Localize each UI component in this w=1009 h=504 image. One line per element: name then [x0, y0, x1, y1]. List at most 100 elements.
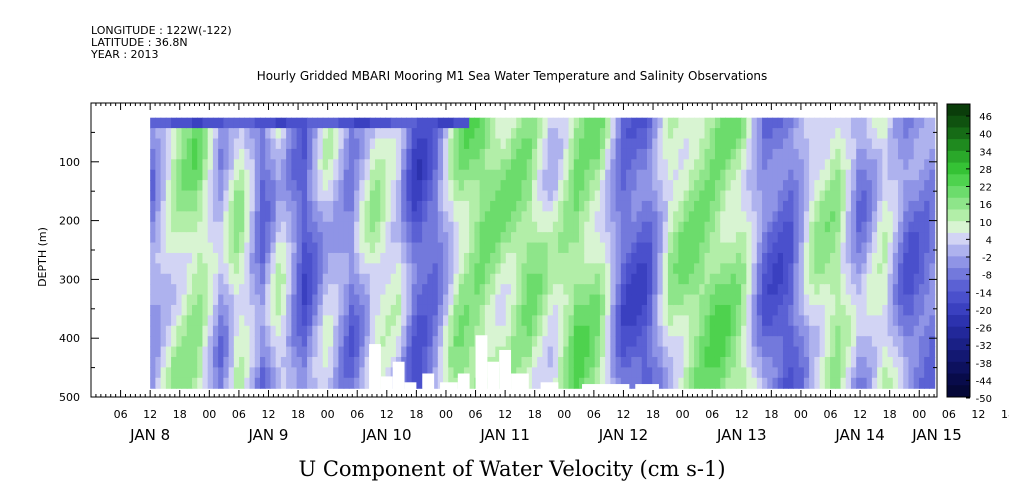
heatmap-cell [798, 304, 805, 316]
heatmap-cell [892, 117, 899, 129]
heatmap-cell [767, 356, 774, 368]
heatmap-cell [176, 356, 183, 368]
heatmap-cell [348, 325, 355, 337]
heatmap-cell [469, 190, 476, 202]
heatmap-cell [348, 169, 355, 181]
heatmap-cell [720, 148, 727, 160]
heatmap-cell [782, 138, 789, 150]
heatmap-cell [369, 325, 376, 337]
heatmap-cell [573, 346, 580, 358]
heatmap-cell [887, 128, 894, 140]
heatmap-cell [594, 200, 601, 212]
heatmap-cell [694, 200, 700, 212]
heatmap-cell [887, 325, 894, 337]
heatmap-cell [798, 336, 805, 348]
heatmap-cell [631, 377, 638, 389]
heatmap-cell [667, 117, 674, 129]
heatmap-cell [516, 232, 523, 244]
heatmap-cell [296, 128, 303, 140]
heatmap-cell [547, 169, 554, 181]
heatmap-cell [521, 367, 528, 379]
heatmap-cell [793, 138, 800, 150]
heatmap-cell [636, 148, 643, 160]
heatmap-cell [401, 242, 408, 254]
heatmap-cell [610, 211, 617, 223]
missing-data-region [499, 349, 512, 390]
heatmap-cell [354, 377, 360, 389]
heatmap-cell [406, 221, 413, 233]
heatmap-cell [626, 377, 632, 389]
heatmap-cell [484, 117, 491, 129]
heatmap-cell [369, 304, 376, 316]
heatmap-cell [877, 180, 883, 192]
heatmap-cell [819, 128, 826, 140]
heatmap-cell [181, 138, 188, 150]
heatmap-cell [537, 315, 543, 327]
heatmap-cell [192, 336, 198, 348]
heatmap-cell [746, 159, 753, 171]
heatmap-cell [741, 325, 747, 337]
heatmap-cell [871, 346, 878, 358]
heatmap-cell [667, 284, 674, 296]
heatmap-cell [929, 242, 936, 254]
heatmap-cell [286, 304, 292, 316]
heatmap-cell [239, 336, 245, 348]
heatmap-cell [683, 180, 690, 192]
heatmap-cell [631, 304, 638, 316]
heatmap-cell [615, 148, 622, 160]
heatmap-cell [850, 346, 857, 358]
heatmap-cell [176, 159, 183, 171]
heatmap-cell [192, 315, 198, 327]
heatmap-cell [212, 315, 219, 327]
heatmap-cell [432, 304, 439, 316]
heatmap-cell [699, 273, 706, 285]
heatmap-cell [725, 367, 732, 379]
x-tick-label: 00 [912, 408, 926, 421]
heatmap-cell [793, 346, 800, 358]
heatmap-cell [819, 190, 826, 202]
heatmap-cell [741, 336, 747, 348]
heatmap-cell [892, 190, 899, 202]
heatmap-cell [484, 304, 491, 316]
heatmap-cell [500, 263, 507, 275]
heatmap-cell [819, 356, 826, 368]
heatmap-cell [898, 252, 904, 264]
heatmap-cell [395, 304, 402, 316]
heatmap-cell [280, 377, 287, 389]
heatmap-cell [322, 336, 329, 348]
heatmap-cell [380, 148, 387, 160]
heatmap-cell [542, 159, 549, 171]
heatmap-cell [469, 211, 476, 223]
heatmap-cell [312, 221, 319, 233]
heatmap-cell [474, 190, 481, 202]
heatmap-cell [887, 138, 894, 150]
heatmap-cell [291, 117, 298, 129]
heatmap-cell [333, 159, 340, 171]
heatmap-cell [333, 356, 340, 368]
heatmap-cell [364, 294, 371, 306]
heatmap-cell [411, 159, 418, 171]
heatmap-cell [646, 304, 653, 316]
heatmap-cell [615, 336, 622, 348]
heatmap-cell [521, 232, 528, 244]
heatmap-cell [228, 346, 235, 358]
heatmap-cell [432, 377, 439, 389]
heatmap-cell [463, 315, 470, 327]
heatmap-cell [432, 356, 439, 368]
heatmap-cell [511, 346, 517, 358]
heatmap-cell [301, 180, 308, 192]
heatmap-cell [641, 346, 648, 358]
heatmap-cell [254, 377, 261, 389]
heatmap-cell [547, 273, 554, 285]
heatmap-cell [725, 325, 732, 337]
heatmap-cell [850, 211, 857, 223]
heatmap-cell [866, 211, 873, 223]
heatmap-cell [720, 200, 727, 212]
heatmap-cell [380, 159, 387, 171]
heatmap-cell [704, 336, 711, 348]
heatmap-cell [924, 325, 930, 337]
heatmap-cell [490, 138, 496, 150]
heatmap-cell [432, 190, 439, 202]
heatmap-cell [511, 356, 517, 368]
heatmap-cell [767, 200, 774, 212]
